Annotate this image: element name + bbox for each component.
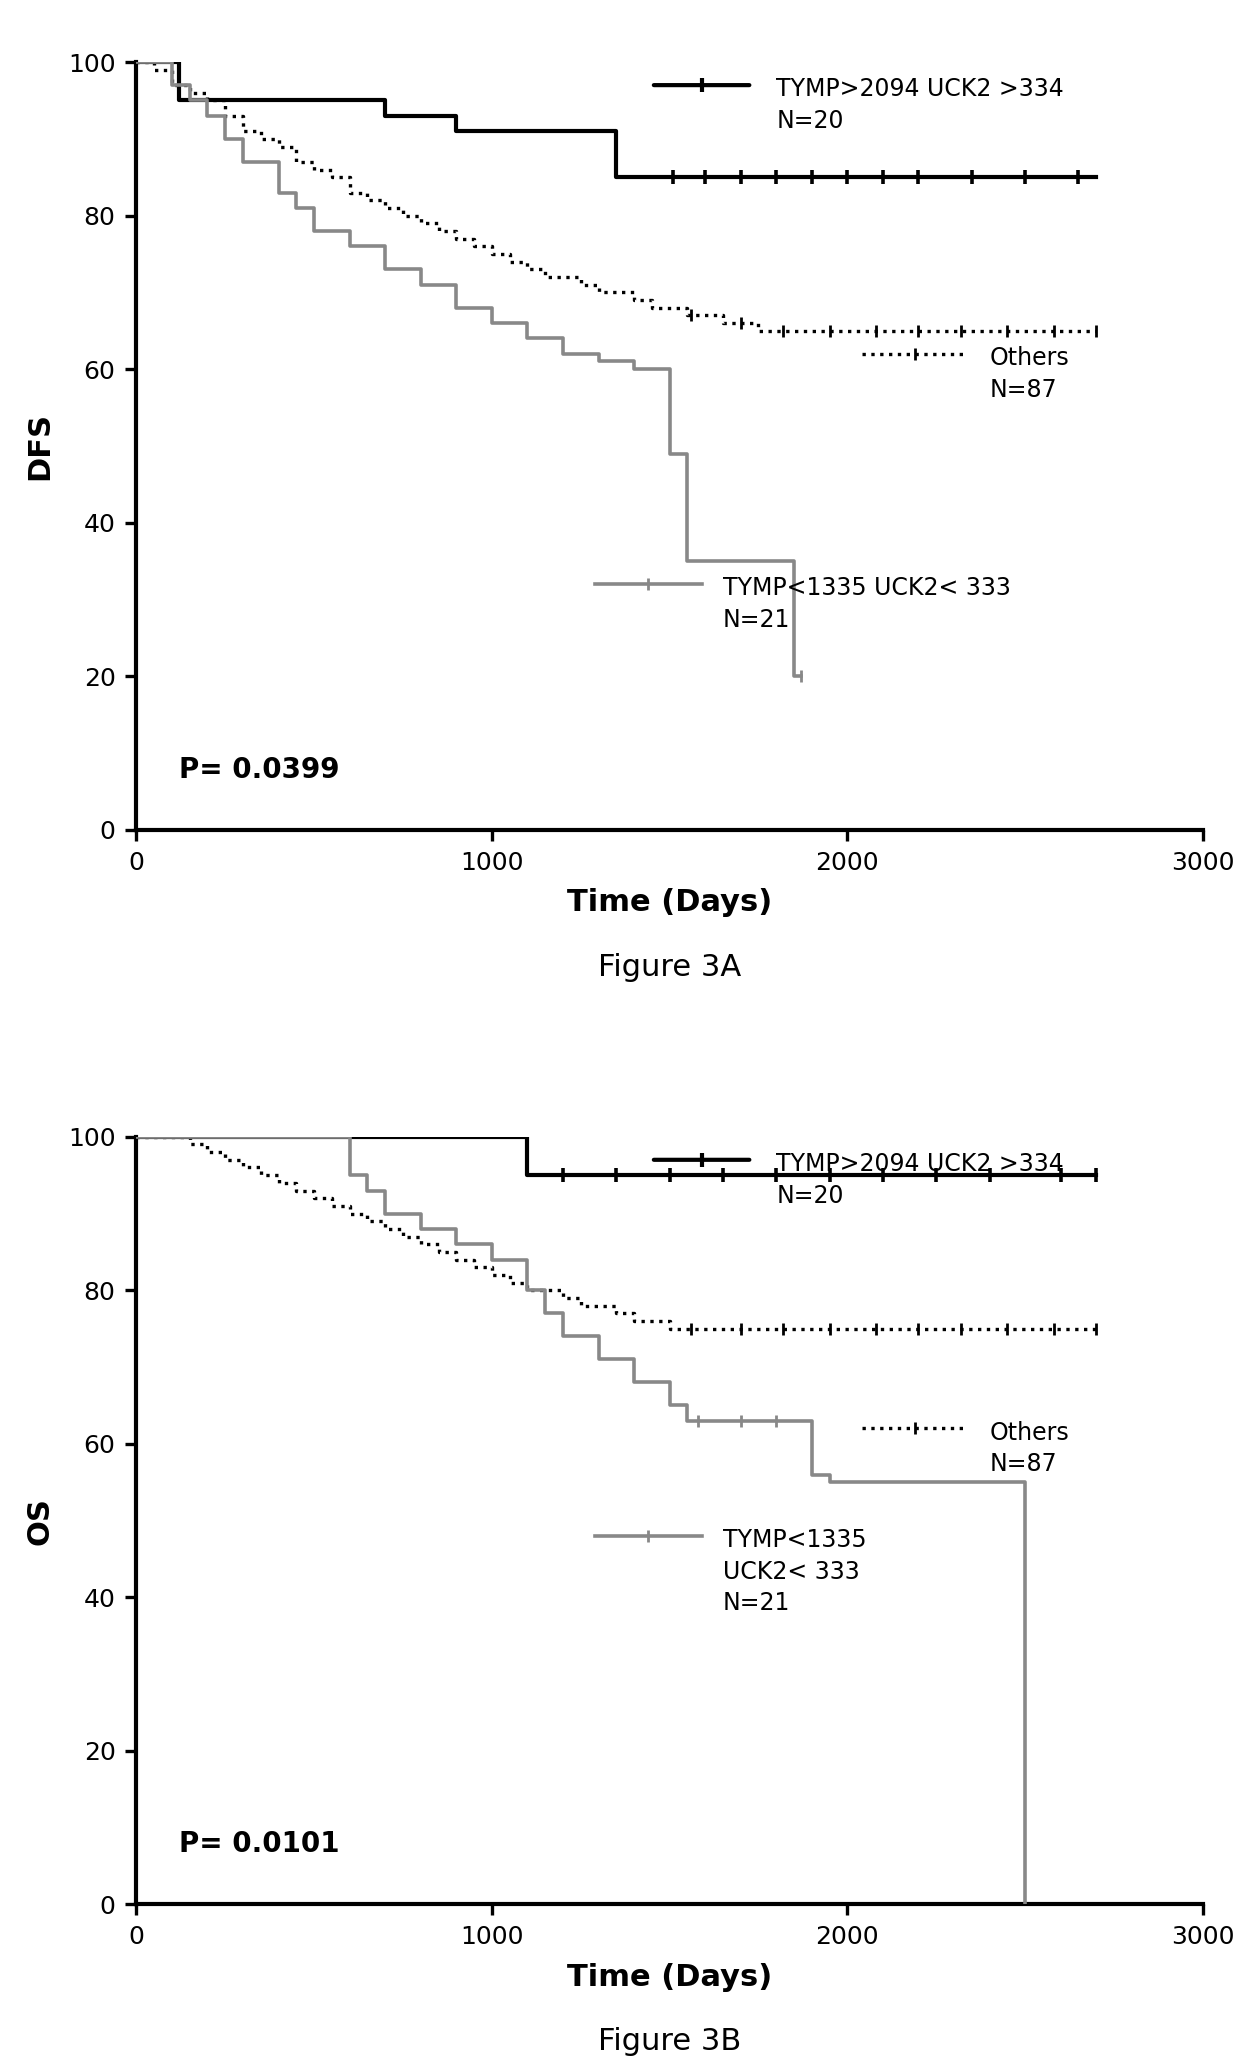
- Y-axis label: DFS: DFS: [25, 412, 55, 480]
- Text: Figure 3A: Figure 3A: [598, 952, 742, 981]
- Y-axis label: OS: OS: [25, 1497, 55, 1544]
- X-axis label: Time (Days): Time (Days): [567, 1962, 773, 1991]
- Text: P= 0.0101: P= 0.0101: [179, 1830, 340, 1859]
- Text: TYMP>2094 UCK2 >334
N=20: TYMP>2094 UCK2 >334 N=20: [776, 1153, 1064, 1207]
- Text: Others
N=87: Others N=87: [990, 1420, 1069, 1476]
- Text: P= 0.0399: P= 0.0399: [179, 756, 340, 785]
- Text: Others
N=87: Others N=87: [990, 346, 1069, 402]
- Text: TYMP<1335 UCK2< 333
N=21: TYMP<1335 UCK2< 333 N=21: [723, 575, 1011, 631]
- Text: TYMP<1335
UCK2< 333
N=21: TYMP<1335 UCK2< 333 N=21: [723, 1528, 867, 1615]
- Text: TYMP>2094 UCK2 >334
N=20: TYMP>2094 UCK2 >334 N=20: [776, 77, 1064, 132]
- X-axis label: Time (Days): Time (Days): [567, 888, 773, 917]
- Text: Figure 3B: Figure 3B: [598, 2027, 742, 2056]
